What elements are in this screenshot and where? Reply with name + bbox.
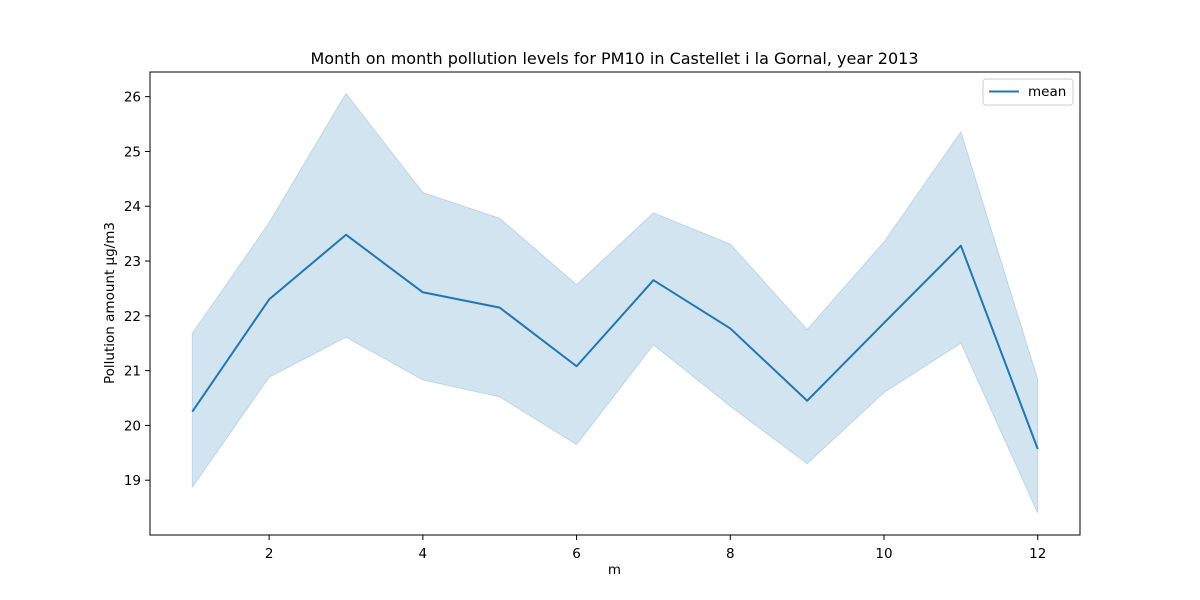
legend-box bbox=[982, 78, 1074, 106]
legend-label-mean: mean bbox=[1028, 84, 1066, 100]
x-tick-label-8: 8 bbox=[726, 546, 735, 562]
data-point-mean-9 bbox=[806, 400, 808, 402]
data-point-mean-5 bbox=[499, 307, 501, 309]
x-tick-label-6: 6 bbox=[572, 546, 581, 562]
data-point-mean-11 bbox=[960, 245, 962, 247]
confidence-band-mean bbox=[191, 92, 1039, 514]
x-axis-ticks: 2 4 6 8 10 12 bbox=[265, 535, 1046, 562]
data-point-mean-7 bbox=[652, 279, 654, 281]
y-tick-label-21: 21 bbox=[124, 364, 141, 380]
y-tick-label-19: 19 bbox=[124, 473, 141, 489]
confidence-band-layer bbox=[191, 92, 1039, 514]
x-tick-label-10: 10 bbox=[875, 546, 892, 562]
x-tick-label-4: 4 bbox=[419, 546, 428, 562]
legend: mean bbox=[982, 78, 1074, 106]
data-point-mean-6 bbox=[576, 365, 578, 367]
data-point-mean-1 bbox=[191, 411, 193, 413]
y-tick-label-22: 22 bbox=[124, 309, 141, 325]
line-layer bbox=[191, 233, 1039, 450]
data-point-mean-4 bbox=[422, 291, 424, 293]
x-tick-label-2: 2 bbox=[265, 546, 274, 562]
data-point-mean-12 bbox=[1037, 448, 1039, 450]
x-axis-label: m bbox=[608, 562, 621, 578]
y-tick-label-26: 26 bbox=[124, 90, 141, 106]
y-tick-label-20: 20 bbox=[124, 418, 141, 434]
data-point-mean-3 bbox=[345, 234, 347, 236]
y-tick-label-24: 24 bbox=[124, 199, 141, 215]
x-tick-label-12: 12 bbox=[1029, 546, 1046, 562]
y-axis-label: Pollution amount μg/m3 bbox=[102, 222, 118, 384]
data-point-mean-10 bbox=[883, 322, 885, 324]
plot-frame bbox=[149, 71, 1081, 536]
y-tick-label-23: 23 bbox=[124, 254, 141, 270]
y-axis-ticks: 19 20 21 22 23 24 25 26 bbox=[124, 90, 150, 489]
series-line-mean bbox=[191, 233, 1039, 450]
y-tick-label-25: 25 bbox=[124, 144, 141, 160]
chart-title: Month on month pollution levels for PM10… bbox=[310, 49, 918, 68]
data-point-mean-2 bbox=[268, 298, 270, 300]
data-point-mean-8 bbox=[729, 327, 731, 329]
